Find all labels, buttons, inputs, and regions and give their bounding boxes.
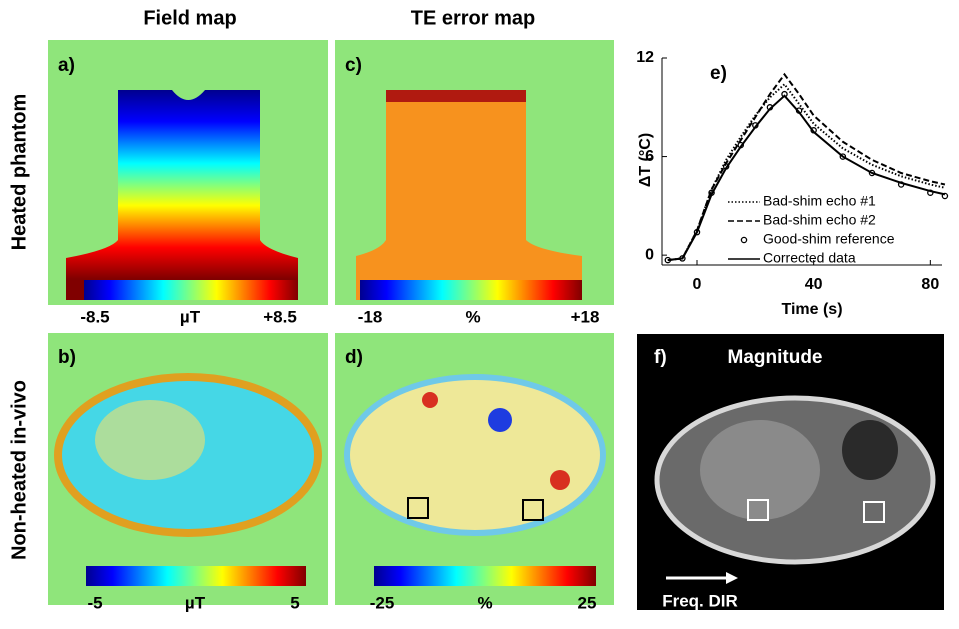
- panel-label: d): [345, 347, 363, 368]
- image-texture: [700, 420, 820, 520]
- x-tick-label: 0: [693, 276, 702, 293]
- row-header: Heated phantom: [8, 94, 30, 251]
- colorbar: [374, 566, 596, 586]
- image-texture: [488, 408, 512, 432]
- panel-label: a): [58, 55, 75, 76]
- image-texture: [842, 420, 898, 480]
- page: Field map TE error map Heated phantom No…: [0, 0, 959, 624]
- image-texture: [550, 470, 570, 490]
- legend-label: Bad-shim echo #1: [763, 193, 876, 209]
- colorbar-label: %: [465, 307, 480, 326]
- colorbar: [86, 566, 306, 586]
- panel-label: f): [654, 347, 667, 368]
- figure: Field map TE error map Heated phantom No…: [0, 0, 959, 624]
- colorbar-label: -8.5: [80, 307, 109, 326]
- panel-label: b): [58, 347, 76, 368]
- image-texture: [95, 400, 205, 480]
- panel-title: Magnitude: [728, 347, 823, 368]
- colorbar-label: -25: [370, 593, 395, 612]
- colorbar-label: µT: [185, 593, 206, 612]
- colorbar-label: %: [477, 593, 492, 612]
- invivo-image: [347, 377, 603, 533]
- image-texture: [422, 392, 438, 408]
- legend-label: Good-shim reference: [763, 231, 895, 247]
- panel-label: e): [710, 63, 727, 84]
- x-axis-label: Time (s): [781, 301, 842, 318]
- x-tick-label: 80: [921, 276, 939, 293]
- colorbar: [360, 280, 582, 300]
- y-tick-label: 12: [636, 49, 654, 66]
- legend-marker: [741, 237, 746, 242]
- y-tick-label: 0: [645, 246, 654, 263]
- y-axis-label: ΔT (°C): [637, 133, 654, 187]
- panel-label: c): [345, 55, 362, 76]
- legend-label: Bad-shim echo #2: [763, 212, 876, 228]
- colorbar-label: -18: [358, 307, 383, 326]
- colorbar-label: +8.5: [263, 307, 297, 326]
- row-header: Non-heated in-vivo: [8, 380, 30, 560]
- colorbar-label: µT: [180, 307, 201, 326]
- phantom-edge: [386, 90, 526, 102]
- column-header: Field map: [143, 7, 236, 29]
- colorbar-label: -5: [87, 593, 102, 612]
- colorbar-label: 5: [290, 593, 299, 612]
- colorbar-label: 25: [578, 593, 597, 612]
- x-tick-label: 40: [805, 276, 823, 293]
- colorbar: [84, 280, 298, 300]
- arrow-label: Freq. DIR: [662, 591, 738, 610]
- column-header: TE error map: [411, 7, 535, 29]
- colorbar-label: +18: [571, 307, 600, 326]
- legend-label: Corrected data: [763, 250, 856, 266]
